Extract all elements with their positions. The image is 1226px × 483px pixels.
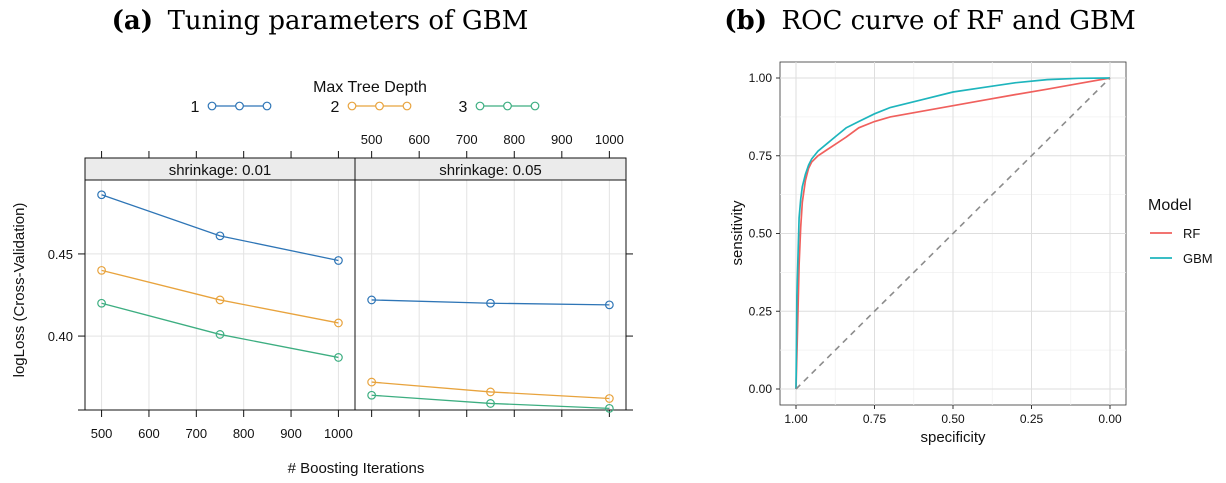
roc-y-tick-label: 0.25 bbox=[749, 304, 773, 318]
roc-diagonal bbox=[795, 77, 1111, 390]
roc-x-tick-label: 1.00 bbox=[784, 412, 808, 426]
roc-line-rf bbox=[795, 77, 1111, 390]
y-axis-label-a: logLoss (Cross-Validation) bbox=[11, 203, 28, 378]
legend-a-marker bbox=[530, 101, 540, 111]
roc-x-tick-label: 0.50 bbox=[941, 412, 965, 426]
legend-a-label: 3 bbox=[459, 99, 468, 116]
legend-b-label: RF bbox=[1183, 226, 1200, 241]
top-tick-label: 700 bbox=[456, 132, 478, 147]
roc-y-tick-label: 0.50 bbox=[749, 227, 773, 241]
x-tick-label: 600 bbox=[138, 426, 160, 441]
y-axis-label-b: sensitivity bbox=[729, 200, 746, 266]
y-tick-label: 0.45 bbox=[48, 247, 73, 262]
series-line-depth-2 bbox=[101, 269, 339, 324]
panel-b-chart: 1.00 0.75 0.50 0.25 0.00 0.000.250.500.751.0… bbox=[729, 61, 1213, 446]
data-point bbox=[486, 387, 495, 397]
data-point bbox=[367, 390, 377, 400]
roc-x-ticks: 1.00 0.75 0.50 0.25 0.00 bbox=[784, 405, 1122, 426]
data-point bbox=[215, 295, 225, 305]
facet-plot-area bbox=[355, 180, 626, 410]
data-point bbox=[97, 298, 106, 308]
legend-a-marker bbox=[402, 101, 412, 111]
legend-a-marker bbox=[475, 101, 485, 111]
roc-x-tick-label: 0.00 bbox=[1098, 412, 1122, 426]
facet-panel-1: shrinkage: 0.01 bbox=[84, 157, 356, 411]
x-tick-label: 800 bbox=[233, 426, 255, 441]
caption-b: (b) ROC curve of RF and GBM bbox=[724, 6, 1136, 36]
legend-a-marker bbox=[503, 101, 512, 111]
top-tick-label: 800 bbox=[503, 132, 525, 147]
data-point bbox=[215, 231, 225, 241]
series-line-depth-1 bbox=[371, 299, 610, 306]
caption-a: (a) Tuning parameters of GBM bbox=[112, 6, 529, 36]
roc-y-tick-label: 0.75 bbox=[749, 149, 773, 163]
data-point bbox=[367, 377, 377, 387]
top-tick-label: 500 bbox=[361, 132, 383, 147]
data-point bbox=[334, 318, 343, 328]
roc-y-ticks: 0.00 0.25 0.50 0.75 1.00 bbox=[749, 71, 780, 396]
data-point bbox=[486, 399, 495, 408]
facet-strip bbox=[354, 157, 627, 181]
series-line-depth-3 bbox=[101, 302, 339, 359]
data-point bbox=[604, 300, 614, 310]
x-tick-label: 900 bbox=[280, 426, 302, 441]
data-point bbox=[367, 295, 377, 305]
data-point bbox=[97, 265, 106, 275]
roc-x-tick-label: 0.75 bbox=[863, 412, 887, 426]
facet-panels: shrinkage: 0.01 shrinkage: 0.05 bbox=[84, 157, 627, 413]
legend-a-marker bbox=[207, 101, 217, 111]
x-axis-label-a: # Boosting Iterations bbox=[288, 460, 425, 477]
roc-y-tick-label: 0.00 bbox=[749, 382, 773, 396]
x-tick-label: 500 bbox=[91, 426, 113, 441]
legend-a-marker bbox=[375, 101, 384, 111]
facet-strip-label: shrinkage: 0.01 bbox=[169, 162, 272, 179]
legend-b-label: GBM bbox=[1183, 251, 1213, 266]
roc-y-tick-label: 1.00 bbox=[749, 71, 773, 85]
series-line-depth-2 bbox=[371, 381, 610, 400]
x-tick-label: 1000 bbox=[324, 426, 353, 441]
legend-a: 1 2 3 bbox=[191, 99, 540, 116]
caption-b-label: (b) bbox=[724, 6, 767, 36]
bottom-axis-ticks: 500 600 700 800 900 1000 bbox=[91, 410, 610, 441]
legend-b-title: Model bbox=[1148, 197, 1192, 214]
top-tick-label: 600 bbox=[408, 132, 430, 147]
legend-b: RF GBM bbox=[1150, 226, 1213, 266]
y-tick-label: 0.40 bbox=[48, 329, 73, 344]
top-tick-label: 1000 bbox=[595, 132, 624, 147]
y-axis-ticks: 0.40 0.45 bbox=[48, 247, 633, 411]
data-point bbox=[334, 256, 343, 265]
facet-panel-2: shrinkage: 0.05 bbox=[354, 157, 627, 413]
data-point bbox=[97, 190, 106, 200]
panel-a-chart: Max Tree Depth 1 2 3 500 600 700 800 900 1000 5… bbox=[11, 79, 633, 477]
legend-a-label: 2 bbox=[331, 99, 340, 116]
facet-strip-label: shrinkage: 0.05 bbox=[439, 162, 542, 179]
data-point bbox=[334, 353, 343, 362]
caption-a-label: (a) bbox=[112, 6, 153, 36]
top-axis-ticks: 500 600 700 800 900 1000 bbox=[101, 132, 624, 158]
facet-plot-area bbox=[85, 180, 355, 410]
data-point bbox=[604, 394, 614, 403]
roc-grid bbox=[780, 62, 1126, 405]
top-tick-label: 900 bbox=[551, 132, 573, 147]
x-axis-label-b: specificity bbox=[920, 429, 986, 446]
data-point bbox=[215, 330, 225, 339]
legend-a-marker bbox=[347, 101, 357, 111]
roc-line-gbm bbox=[795, 77, 1111, 390]
data-point bbox=[604, 403, 614, 413]
roc-x-tick-label: 0.25 bbox=[1020, 412, 1044, 426]
legend-a-marker bbox=[262, 101, 272, 111]
data-point bbox=[486, 298, 495, 308]
legend-a-marker bbox=[235, 101, 244, 111]
legend-a-title: Max Tree Depth bbox=[313, 79, 427, 96]
caption-a-text: Tuning parameters of GBM bbox=[168, 6, 529, 36]
x-tick-label: 700 bbox=[185, 426, 207, 441]
roc-series bbox=[795, 77, 1111, 390]
series-line-depth-1 bbox=[101, 194, 339, 262]
series-line-depth-3 bbox=[371, 394, 610, 410]
legend-a-label: 1 bbox=[191, 99, 200, 116]
caption-b-text: ROC curve of RF and GBM bbox=[782, 6, 1136, 36]
